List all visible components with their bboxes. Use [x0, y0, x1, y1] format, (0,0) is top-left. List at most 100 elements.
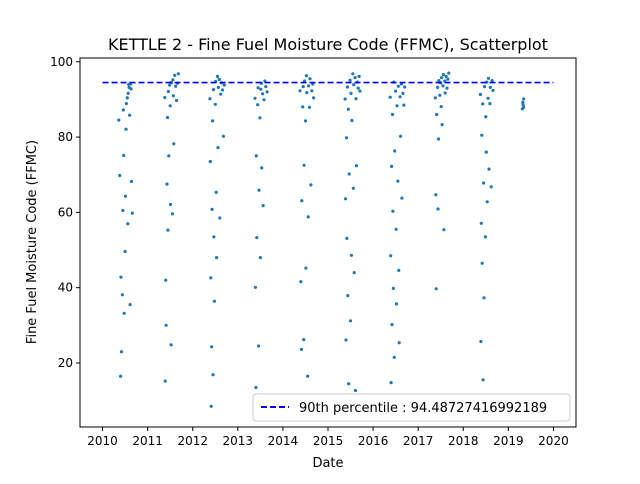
data-point	[118, 173, 122, 178]
data-point	[298, 89, 302, 93]
data-point	[397, 341, 401, 345]
y-tick-label: 80	[58, 130, 73, 144]
data-point	[434, 287, 438, 291]
data-point	[484, 150, 488, 154]
data-point	[393, 149, 397, 153]
data-point	[480, 261, 484, 265]
data-point	[391, 286, 395, 290]
data-point	[308, 77, 312, 81]
data-point	[479, 221, 483, 225]
data-point	[482, 85, 487, 89]
data-point	[401, 91, 405, 95]
data-point	[522, 97, 526, 101]
data-point	[129, 179, 133, 184]
data-point	[164, 323, 168, 327]
data-point	[437, 79, 441, 83]
data-point	[354, 164, 358, 168]
data-point	[345, 236, 349, 240]
data-point	[209, 404, 213, 408]
x-tick-label: 2020	[538, 434, 569, 448]
data-point	[258, 116, 262, 120]
data-point	[122, 153, 126, 158]
data-point	[215, 256, 219, 260]
data-point	[120, 293, 124, 297]
data-point	[306, 215, 310, 219]
data-point	[389, 381, 393, 385]
data-point	[400, 196, 404, 200]
y-tick-label: 100	[50, 55, 73, 69]
data-point	[490, 79, 494, 83]
data-point	[441, 73, 445, 77]
data-point	[215, 74, 220, 78]
data-point	[261, 92, 265, 96]
x-tick-label: 2012	[177, 434, 208, 448]
data-point	[312, 96, 316, 100]
data-point	[209, 276, 213, 280]
y-axis-label: Fine Fuel Moisture Code (FFMC)	[25, 140, 40, 344]
data-point	[480, 133, 484, 137]
data-point	[122, 311, 126, 315]
data-point	[442, 228, 446, 232]
data-point	[391, 209, 395, 213]
data-point	[344, 197, 348, 201]
data-point	[167, 154, 171, 158]
data-point	[210, 207, 214, 211]
data-point	[307, 105, 312, 109]
data-point	[434, 193, 438, 197]
data-point	[390, 323, 394, 327]
data-point	[349, 91, 353, 95]
y-axis: 20 40 60 80 100	[50, 55, 80, 370]
data-point	[301, 105, 305, 109]
data-point	[390, 112, 395, 117]
data-point	[176, 72, 180, 76]
data-point	[165, 115, 170, 120]
x-tick-label: 2018	[448, 434, 479, 448]
data-point	[121, 108, 125, 112]
data-point	[397, 268, 401, 272]
data-point	[447, 71, 451, 75]
data-point	[436, 137, 441, 141]
data-point	[166, 228, 170, 232]
data-point	[388, 95, 392, 99]
data-point	[117, 118, 121, 122]
data-point	[352, 83, 356, 87]
data-point	[343, 97, 347, 101]
data-point	[392, 355, 396, 359]
x-tick-label: 2016	[358, 434, 389, 448]
data-point	[216, 146, 220, 150]
data-point	[168, 104, 172, 108]
data-point	[353, 388, 358, 393]
data-point	[398, 95, 402, 99]
data-point	[213, 102, 217, 106]
data-point	[394, 89, 398, 93]
data-point	[119, 275, 123, 279]
data-point	[354, 97, 358, 101]
data-point	[357, 74, 361, 78]
data-point	[265, 90, 269, 94]
data-point	[222, 83, 226, 87]
data-point	[258, 256, 262, 260]
data-point	[165, 182, 169, 186]
data-point	[300, 199, 304, 203]
y-tick-label: 60	[58, 205, 73, 219]
data-point	[486, 76, 491, 80]
data-point	[481, 378, 485, 382]
data-point	[353, 76, 357, 80]
data-point	[488, 85, 492, 89]
data-point	[484, 115, 488, 119]
data-point	[309, 183, 313, 187]
data-point	[123, 194, 128, 198]
data-point	[257, 344, 261, 348]
chart-title: KETTLE 2 - Fine Fuel Moisture Code (FFMC…	[108, 35, 548, 54]
data-point	[171, 78, 175, 82]
data-point	[126, 91, 130, 95]
data-point	[130, 211, 134, 215]
data-point	[436, 85, 440, 89]
data-point	[346, 107, 350, 111]
data-point	[394, 302, 399, 306]
x-tick-label: 2019	[493, 434, 524, 448]
data-point	[254, 154, 258, 158]
data-point	[220, 88, 225, 92]
